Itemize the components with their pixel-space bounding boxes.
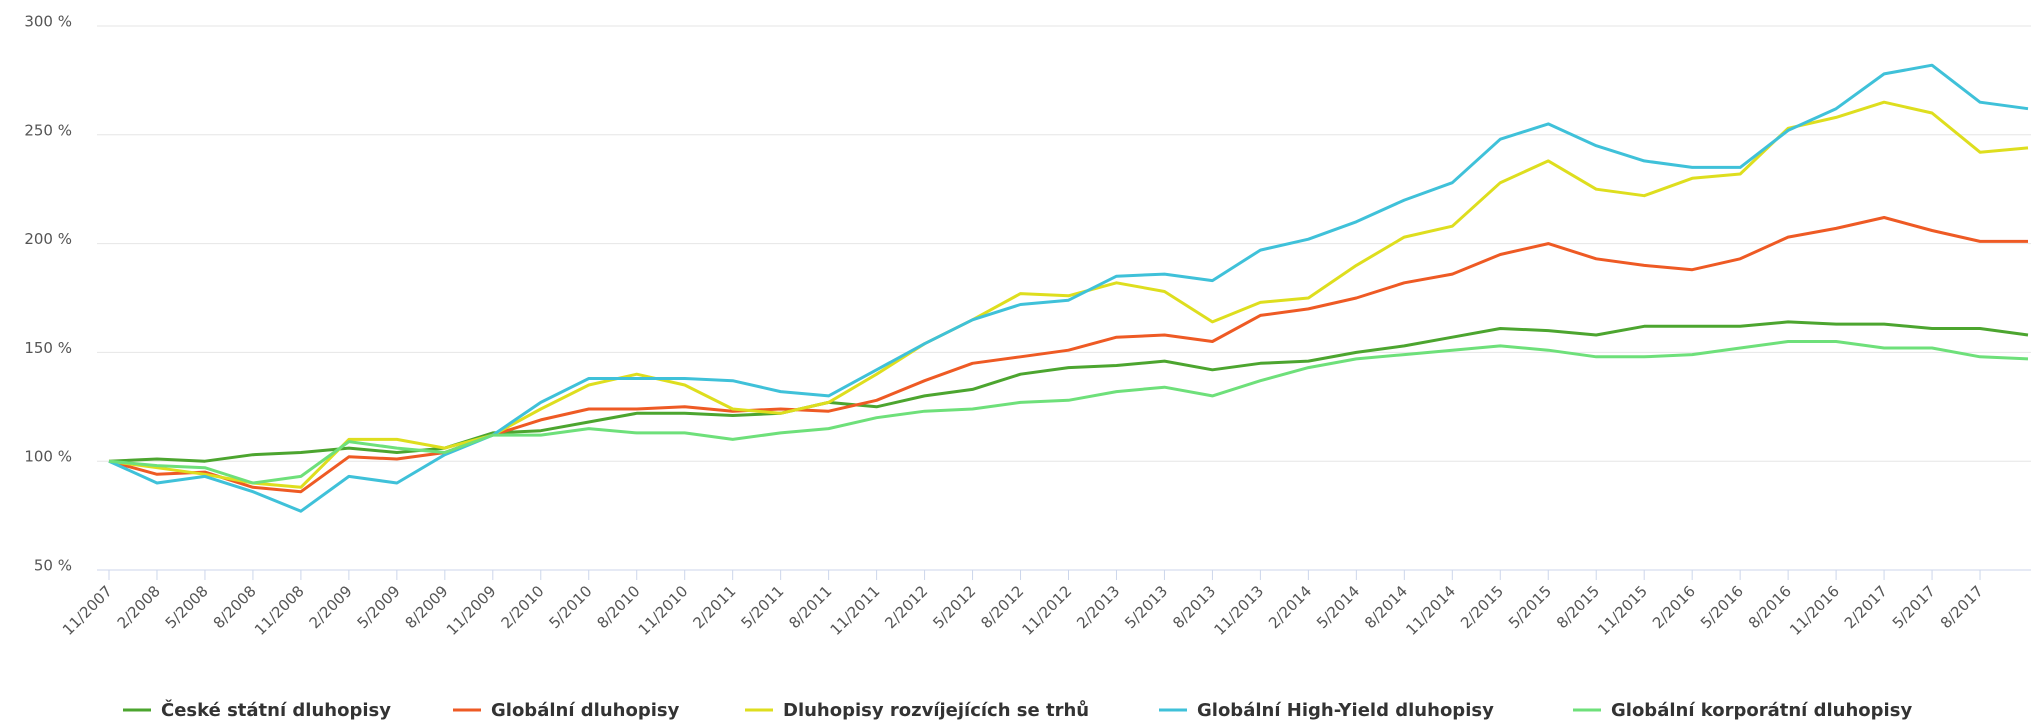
series-line bbox=[108, 340, 2029, 485]
series-line bbox=[108, 63, 2029, 513]
legend-item: Globální High-Yield dluhopisy bbox=[1159, 700, 1494, 721]
y-tick-label: 150 % bbox=[24, 339, 72, 357]
y-tick-label: 50 % bbox=[34, 557, 72, 575]
x-tick-label: 8/2017 bbox=[1937, 582, 1987, 632]
y-tick-label: 100 % bbox=[24, 448, 72, 466]
x-tick-label: 11/2015 bbox=[1594, 582, 1651, 639]
x-tick-label: 2/2011 bbox=[689, 582, 739, 632]
x-tick-label: 5/2014 bbox=[1313, 582, 1363, 632]
x-tick-label: 2/2013 bbox=[1073, 582, 1123, 632]
y-tick-label: 300 % bbox=[24, 13, 72, 31]
x-tick-label: 2/2012 bbox=[881, 582, 931, 632]
legend-label: České státní dluhopisy bbox=[161, 699, 391, 721]
x-tick-label: 2/2008 bbox=[114, 582, 164, 632]
x-tick-label: 2/2016 bbox=[1649, 582, 1699, 632]
x-tick-label: 5/2017 bbox=[1889, 582, 1939, 632]
x-tick-label: 2/2015 bbox=[1457, 582, 1507, 632]
x-tick-label: 11/2011 bbox=[827, 582, 884, 639]
x-tick-label: 11/2016 bbox=[1786, 582, 1843, 639]
x-tick-label: 2/2017 bbox=[1841, 582, 1891, 632]
legend-label: Globální dluhopisy bbox=[491, 700, 680, 721]
x-tick-label: 11/2007 bbox=[59, 582, 116, 639]
x-tick-label: 2/2009 bbox=[306, 582, 356, 632]
x-tick-label: 5/2008 bbox=[162, 582, 212, 632]
x-tick-label: 11/2010 bbox=[635, 582, 692, 639]
series-line bbox=[108, 216, 2028, 494]
legend-label: Dluhopisy rozvíjejících se trhů bbox=[783, 699, 1089, 721]
x-tick-label: 5/2009 bbox=[354, 582, 404, 632]
legend-item: Globální dluhopisy bbox=[453, 700, 680, 721]
x-tick-label: 11/2014 bbox=[1402, 582, 1459, 639]
x-tick-label: 11/2009 bbox=[443, 582, 500, 639]
x-tick-label: 5/2010 bbox=[546, 582, 596, 632]
legend-label: Globální korporátní dluhopisy bbox=[1611, 700, 1912, 721]
x-tick-label: 2/2010 bbox=[498, 582, 548, 632]
legend-item: Dluhopisy rozvíjejících se trhů bbox=[745, 699, 1089, 721]
y-tick-label: 250 % bbox=[24, 121, 72, 139]
x-tick-label: 5/2015 bbox=[1505, 582, 1555, 632]
legend-item: Globální korporátní dluhopisy bbox=[1573, 700, 1912, 721]
legend-item: České státní dluhopisy bbox=[123, 699, 391, 721]
x-tick-label: 2/2014 bbox=[1265, 582, 1315, 632]
series-line bbox=[108, 100, 2029, 489]
x-tick-label: 5/2012 bbox=[929, 582, 979, 632]
x-tick-label: 5/2011 bbox=[737, 582, 787, 632]
y-tick-label: 200 % bbox=[24, 230, 72, 248]
legend-label: Globální High-Yield dluhopisy bbox=[1197, 700, 1494, 721]
x-tick-label: 11/2012 bbox=[1019, 582, 1076, 639]
x-tick-label: 11/2008 bbox=[251, 582, 308, 639]
x-tick-label: 11/2013 bbox=[1210, 582, 1267, 639]
x-tick-label: 5/2016 bbox=[1697, 582, 1747, 632]
x-tick-label: 5/2013 bbox=[1121, 582, 1171, 632]
